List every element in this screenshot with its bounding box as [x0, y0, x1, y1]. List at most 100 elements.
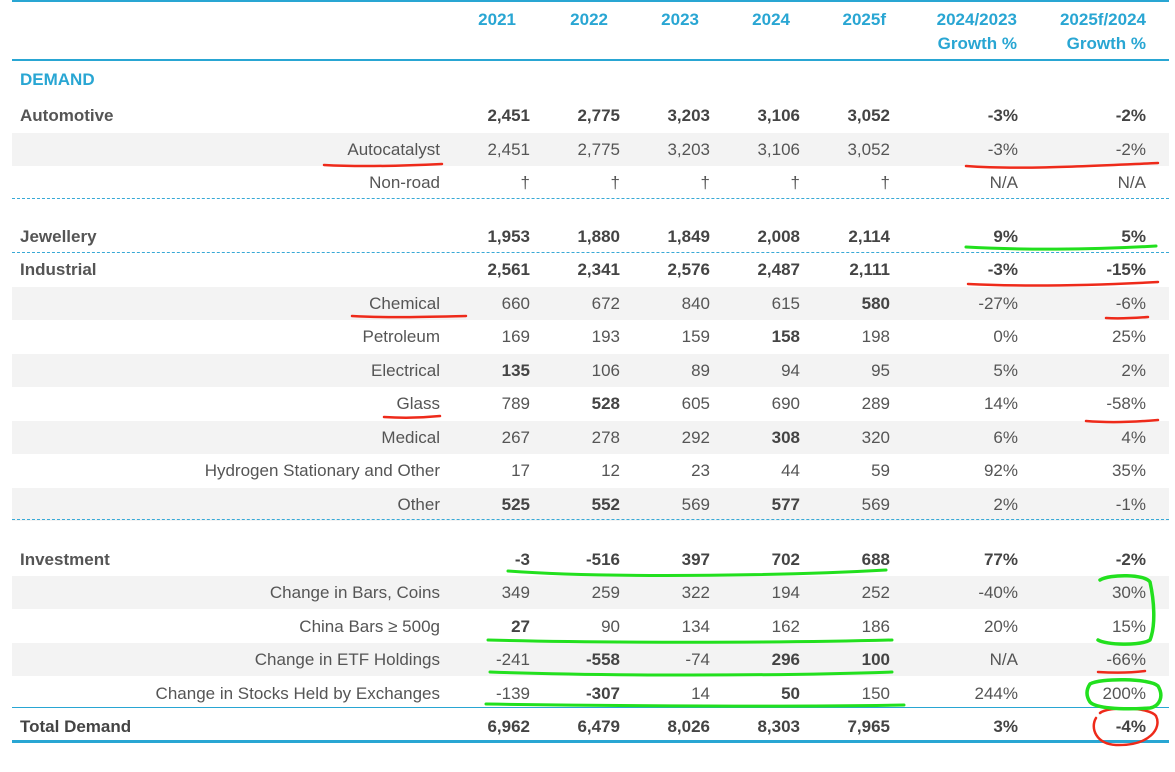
row-label-non-road: Non-road: [369, 173, 440, 192]
cell-medical-col2: 292: [681, 428, 710, 447]
green-underline-investment: [506, 568, 888, 577]
cell-medical-col1: 278: [591, 428, 620, 447]
cell-total-demand-col1: 6,479: [577, 717, 620, 736]
total-top-rule: [12, 707, 1169, 708]
cell-other-col6: -1%: [1115, 495, 1146, 514]
cell-jewellery-col1: 1,880: [577, 227, 620, 246]
cell-hydrogen-stationary-and-other-col0: 17: [511, 461, 530, 480]
cell-petroleum-col1: 193: [591, 327, 620, 346]
cell-industrial-col6: -15%: [1106, 260, 1146, 279]
cell-medical-col0: 267: [501, 428, 530, 447]
cell-change-in-stocks-held-by-exchanges-col2: 14: [691, 684, 710, 703]
row-label-total-demand: Total Demand: [20, 717, 132, 736]
cell-chemical-col0: 660: [501, 294, 530, 313]
cell-autocatalyst-col3: 3,106: [757, 140, 800, 159]
row-label-jewellery: Jewellery: [20, 227, 97, 246]
cell-other-col3: 577: [771, 495, 800, 514]
cell-change-in-etf-holdings-col6: -66%: [1106, 650, 1146, 669]
cell-change-in-bars-coins-col0: 349: [501, 583, 530, 602]
cell-total-demand-col2: 8,026: [667, 717, 710, 736]
row-label-china-bars-500g: China Bars ≥ 500g: [299, 617, 440, 636]
cell-chemical-col2: 840: [681, 294, 710, 313]
cell-automotive-col2: 3,203: [667, 106, 710, 125]
cell-electrical-col5: 5%: [993, 361, 1018, 380]
row-label-change-in-stocks-held-by-exchanges: Change in Stocks Held by Exchanges: [155, 684, 440, 703]
cell-china-bars-500g-col5: 20%: [983, 617, 1018, 636]
header-year-2023: 2023: [661, 10, 699, 29]
cell-total-demand-col0: 6,962: [487, 717, 530, 736]
total-bottom-rule: [12, 740, 1169, 743]
cell-electrical-col1: 106: [591, 361, 620, 380]
cell-investment-col3: 702: [771, 550, 800, 569]
cell-petroleum-col3: 158: [771, 327, 800, 346]
row-label-hydrogen-stationary-and-other: Hydrogen Stationary and Other: [204, 461, 440, 480]
header-growth-2025f-2024-line1: 2025f/2024: [1059, 10, 1146, 29]
cell-hydrogen-stationary-and-other-col4: 59: [871, 461, 890, 480]
cell-change-in-stocks-held-by-exchanges-col0: -139: [495, 684, 530, 703]
cell-china-bars-500g-col4: 186: [861, 617, 890, 636]
green-underline-jewellery-growth: [964, 244, 1158, 251]
cell-autocatalyst-col5: -3%: [987, 140, 1018, 159]
cell-change-in-etf-holdings-col3: 296: [771, 650, 800, 669]
red-circle-total-growth: [1092, 707, 1159, 747]
header-rule: [12, 59, 1169, 61]
cell-investment-col4: 688: [861, 550, 890, 569]
cell-industrial-col0: 2,561: [487, 260, 530, 279]
cell-china-bars-500g-col6: 15%: [1111, 617, 1146, 636]
cell-petroleum-col5: 0%: [993, 327, 1018, 346]
header-growth-2025f-2024: 2025f/2024 Growth %: [1030, 8, 1146, 56]
separator-jewellery: [12, 252, 1169, 253]
header-year-2022: 2022: [570, 10, 608, 29]
section-title: DEMAND: [20, 70, 95, 89]
cell-change-in-bars-coins-col2: 322: [681, 583, 710, 602]
cell-medical-col5: 6%: [993, 428, 1018, 447]
cell-automotive-col0: 2,451: [487, 106, 530, 125]
cell-hydrogen-stationary-and-other-col5: 92%: [983, 461, 1018, 480]
cell-change-in-stocks-held-by-exchanges-col1: -307: [585, 684, 620, 703]
cell-jewellery-col5: 9%: [993, 227, 1018, 246]
cell-change-in-stocks-held-by-exchanges-col3: 50: [781, 684, 800, 703]
cell-change-in-bars-coins-col5: -40%: [978, 583, 1018, 602]
cell-change-in-etf-holdings-col1: -558: [585, 650, 620, 669]
cell-change-in-stocks-held-by-exchanges-col4: 150: [861, 684, 890, 703]
header-year-2024: 2024: [752, 10, 790, 29]
cell-non-road-col2: †: [700, 173, 710, 192]
green-underline-china-bars: [486, 638, 894, 644]
green-box-bars-china-growth: [1096, 574, 1156, 646]
header-growth-2024-2023: 2024/2023 Growth %: [895, 8, 1017, 56]
row-label-autocatalyst: Autocatalyst: [347, 140, 440, 159]
row-shade: [12, 643, 1169, 676]
row-shade: [12, 488, 1169, 521]
cell-automotive-col5: -3%: [987, 106, 1018, 125]
red-underline-glass-growth: [1084, 418, 1160, 424]
row-label-automotive: Automotive: [20, 106, 114, 125]
cell-investment-col0: -3: [514, 550, 530, 569]
cell-industrial-col1: 2,341: [577, 260, 620, 279]
cell-autocatalyst-col4: 3,052: [847, 140, 890, 159]
cell-industrial-col4: 2,111: [849, 260, 890, 279]
green-underline-exchanges: [484, 702, 906, 708]
cell-change-in-bars-coins-col4: 252: [861, 583, 890, 602]
cell-automotive-col1: 2,775: [577, 106, 620, 125]
cell-change-in-etf-holdings-col2: -74: [685, 650, 710, 669]
cell-glass-col4: 289: [861, 394, 890, 413]
cell-change-in-etf-holdings-col5: N/A: [989, 650, 1018, 669]
cell-autocatalyst-col1: 2,775: [577, 140, 620, 159]
row-label-petroleum: Petroleum: [362, 327, 440, 346]
row-shade: [12, 421, 1169, 454]
cell-total-demand-col4: 7,965: [847, 717, 890, 736]
row-label-investment: Investment: [20, 550, 110, 569]
cell-jewellery-col6: 5%: [1121, 227, 1146, 246]
red-underline-autocatalyst: [322, 162, 444, 168]
cell-industrial-col2: 2,576: [667, 260, 710, 279]
cell-electrical-col0: 135: [501, 361, 530, 380]
cell-other-col1: 552: [591, 495, 620, 514]
cell-non-road-col0: †: [520, 173, 530, 192]
cell-industrial-col5: -3%: [987, 260, 1018, 279]
cell-automotive-col4: 3,052: [847, 106, 890, 125]
row-label-glass: Glass: [396, 394, 440, 413]
cell-non-road-col5: N/A: [989, 173, 1018, 192]
cell-change-in-bars-coins-col6: 30%: [1111, 583, 1146, 602]
